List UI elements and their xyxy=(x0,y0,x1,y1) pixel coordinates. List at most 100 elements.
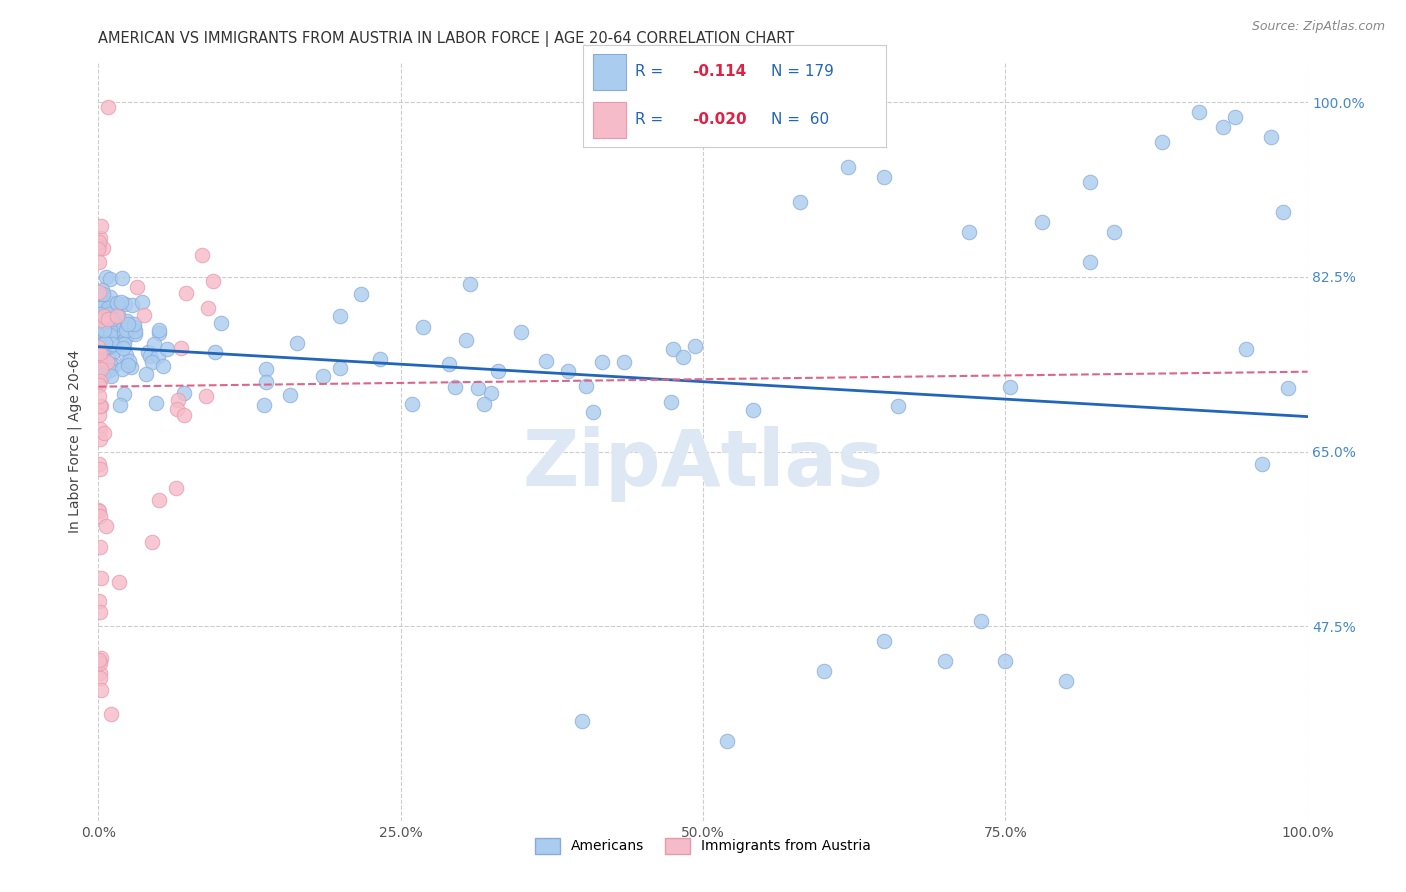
Point xyxy=(887,400,910,414)
Point xyxy=(100,315,122,329)
Point xyxy=(93,347,115,361)
Point xyxy=(94,329,117,343)
Point xyxy=(139,349,162,363)
Point xyxy=(312,369,335,384)
Point xyxy=(112,342,135,356)
Point xyxy=(98,363,121,377)
Point xyxy=(98,311,121,326)
Point xyxy=(173,385,195,400)
Point xyxy=(716,734,738,748)
Point xyxy=(253,398,276,412)
Point xyxy=(87,503,110,517)
Point xyxy=(91,241,114,255)
Point xyxy=(100,296,122,310)
Point xyxy=(103,358,125,372)
Point xyxy=(107,308,129,322)
Point xyxy=(91,368,114,383)
Point xyxy=(87,408,110,422)
Point xyxy=(591,354,613,368)
Point xyxy=(166,402,188,417)
Point xyxy=(100,323,122,337)
Point xyxy=(90,682,112,697)
Point xyxy=(132,308,155,322)
Point xyxy=(93,341,115,355)
Point xyxy=(401,397,423,411)
Point xyxy=(683,338,706,352)
Point xyxy=(111,334,134,349)
Point xyxy=(1188,105,1211,120)
Point xyxy=(145,396,167,410)
Point xyxy=(135,368,157,382)
Point xyxy=(124,320,146,334)
Point xyxy=(108,398,131,412)
Point xyxy=(122,318,145,332)
Point xyxy=(89,308,111,322)
Point xyxy=(444,380,467,394)
Text: R =: R = xyxy=(636,112,668,128)
Point xyxy=(458,277,481,292)
Point xyxy=(285,336,308,351)
Point xyxy=(1102,225,1125,239)
Point xyxy=(1054,673,1077,688)
Point xyxy=(89,432,111,446)
Point xyxy=(89,458,111,472)
Point xyxy=(87,337,110,351)
Point xyxy=(87,653,110,667)
Point xyxy=(1277,381,1299,395)
Point xyxy=(91,326,114,341)
Point xyxy=(254,361,277,376)
Point xyxy=(90,343,112,358)
Point xyxy=(456,333,478,347)
Text: R =: R = xyxy=(636,64,668,79)
Point xyxy=(167,392,190,407)
Bar xyxy=(592,54,626,90)
Point xyxy=(87,285,110,300)
Point xyxy=(115,314,138,328)
Point xyxy=(93,314,115,328)
Point xyxy=(204,345,226,359)
Point xyxy=(91,325,114,339)
Point xyxy=(94,311,117,326)
Point xyxy=(93,306,115,320)
Point xyxy=(96,329,118,343)
Point xyxy=(131,295,153,310)
Point xyxy=(93,323,115,337)
Point xyxy=(87,340,110,354)
Point xyxy=(141,355,163,369)
Point xyxy=(87,322,110,336)
Legend: Americans, Immigrants from Austria: Americans, Immigrants from Austria xyxy=(529,832,877,859)
Point xyxy=(118,354,141,368)
Y-axis label: In Labor Force | Age 20-64: In Labor Force | Age 20-64 xyxy=(67,350,83,533)
Point xyxy=(89,230,111,244)
Point xyxy=(101,311,124,326)
Point xyxy=(90,339,112,353)
Point xyxy=(789,195,811,210)
Point xyxy=(90,362,112,376)
Point xyxy=(89,399,111,413)
Point xyxy=(100,290,122,304)
Point xyxy=(197,301,219,316)
Point xyxy=(115,348,138,362)
Point xyxy=(87,656,110,670)
Point xyxy=(89,323,111,337)
Point xyxy=(117,318,139,332)
Point xyxy=(89,331,111,345)
Point xyxy=(89,671,111,685)
Bar xyxy=(592,102,626,138)
Point xyxy=(90,310,112,325)
Point xyxy=(534,353,557,368)
Point xyxy=(89,378,111,392)
Point xyxy=(96,519,118,533)
Point xyxy=(191,247,214,261)
Point xyxy=(148,493,170,508)
Point xyxy=(142,337,165,351)
Point xyxy=(91,326,114,341)
Point xyxy=(934,654,956,668)
Point xyxy=(89,540,111,554)
Point xyxy=(557,364,579,378)
Point xyxy=(111,271,134,285)
Point xyxy=(90,219,112,233)
Point xyxy=(90,359,112,374)
Point xyxy=(148,323,170,337)
Point xyxy=(89,337,111,351)
